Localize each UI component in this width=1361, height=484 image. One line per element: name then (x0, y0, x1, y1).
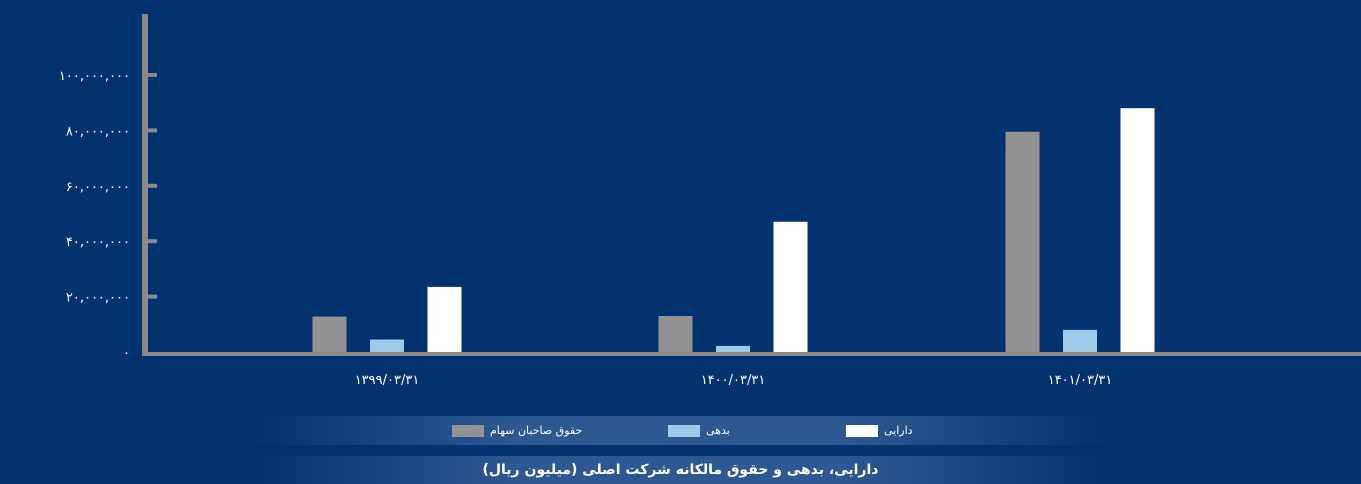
bar (1005, 131, 1040, 352)
x-axis-tick-labels: ۱۳۹۹/۰۳/۳۱ ۱۴۰۰/۰۳/۳۱ ۱۴۰۱/۰۳/۳۱ (355, 373, 1113, 388)
bar (370, 339, 404, 352)
y-tick-label: ۸۰,۰۰۰,۰۰۰ (66, 124, 130, 139)
legend-item-liabilities: بدهی (668, 416, 730, 445)
bar (1063, 329, 1097, 352)
caption-band: دارایی، بدهی و حقوق مالکانه شرکت اصلی (م… (0, 456, 1361, 484)
x-tick-label: ۱۳۹۹/۰۳/۳۱ (355, 373, 420, 388)
y-tick-mark (148, 294, 157, 299)
x-tick-label: ۱۴۰۰/۰۳/۳۱ (701, 373, 766, 388)
bar-chart: ۰ ۲۰,۰۰۰,۰۰۰ ۴۰,۰۰۰,۰۰۰ ۶۰,۰۰۰,۰۰۰ ۸۰,۰۰۰,۰۰… (59, 14, 1361, 388)
y-tick-label: ۰ (123, 346, 130, 361)
bar (658, 315, 693, 352)
legend-label-liabilities: بدهی (706, 424, 730, 437)
y-tick-mark (148, 239, 157, 244)
legend-item-equity: حقوق صاحبان سهام (452, 416, 582, 445)
legend-label-equity: حقوق صاحبان سهام (490, 424, 583, 437)
y-tick-mark (148, 183, 157, 188)
y-tick-mark (148, 128, 157, 133)
bars (312, 108, 1155, 353)
legend-item-assets: دارایی (846, 416, 913, 445)
legend-swatch-assets (846, 424, 878, 437)
y-tick-label: ۴۰,۰۰۰,۰۰۰ (66, 235, 130, 250)
bar (312, 316, 347, 352)
legend-swatch-equity (452, 424, 484, 437)
y-tick-label: ۶۰,۰۰۰,۰۰۰ (66, 180, 130, 195)
y-axis-tick-marks (148, 72, 157, 299)
chart-title: دارایی، بدهی و حقوق مالکانه شرکت اصلی (م… (482, 462, 879, 478)
bar (773, 221, 808, 352)
bar (1120, 108, 1155, 353)
y-axis-tick-labels: ۰ ۲۰,۰۰۰,۰۰۰ ۴۰,۰۰۰,۰۰۰ ۶۰,۰۰۰,۰۰۰ ۸۰,۰۰۰,۰۰… (59, 69, 130, 361)
legend-swatch-liabilities (668, 424, 700, 437)
x-tick-label: ۱۴۰۱/۰۳/۳۱ (1048, 373, 1113, 388)
legend-label-assets: دارایی (884, 424, 913, 437)
x-axis-line (142, 352, 1361, 356)
y-tick-mark (148, 72, 157, 77)
bar (716, 345, 750, 352)
legend: حقوق صاحبان سهام بدهی دارایی (0, 416, 1361, 445)
y-tick-label: ۱۰۰,۰۰۰,۰۰۰ (59, 69, 130, 84)
y-tick-label: ۲۰,۰۰۰,۰۰۰ (66, 291, 130, 306)
y-axis-line (142, 14, 148, 355)
bar (427, 286, 462, 352)
